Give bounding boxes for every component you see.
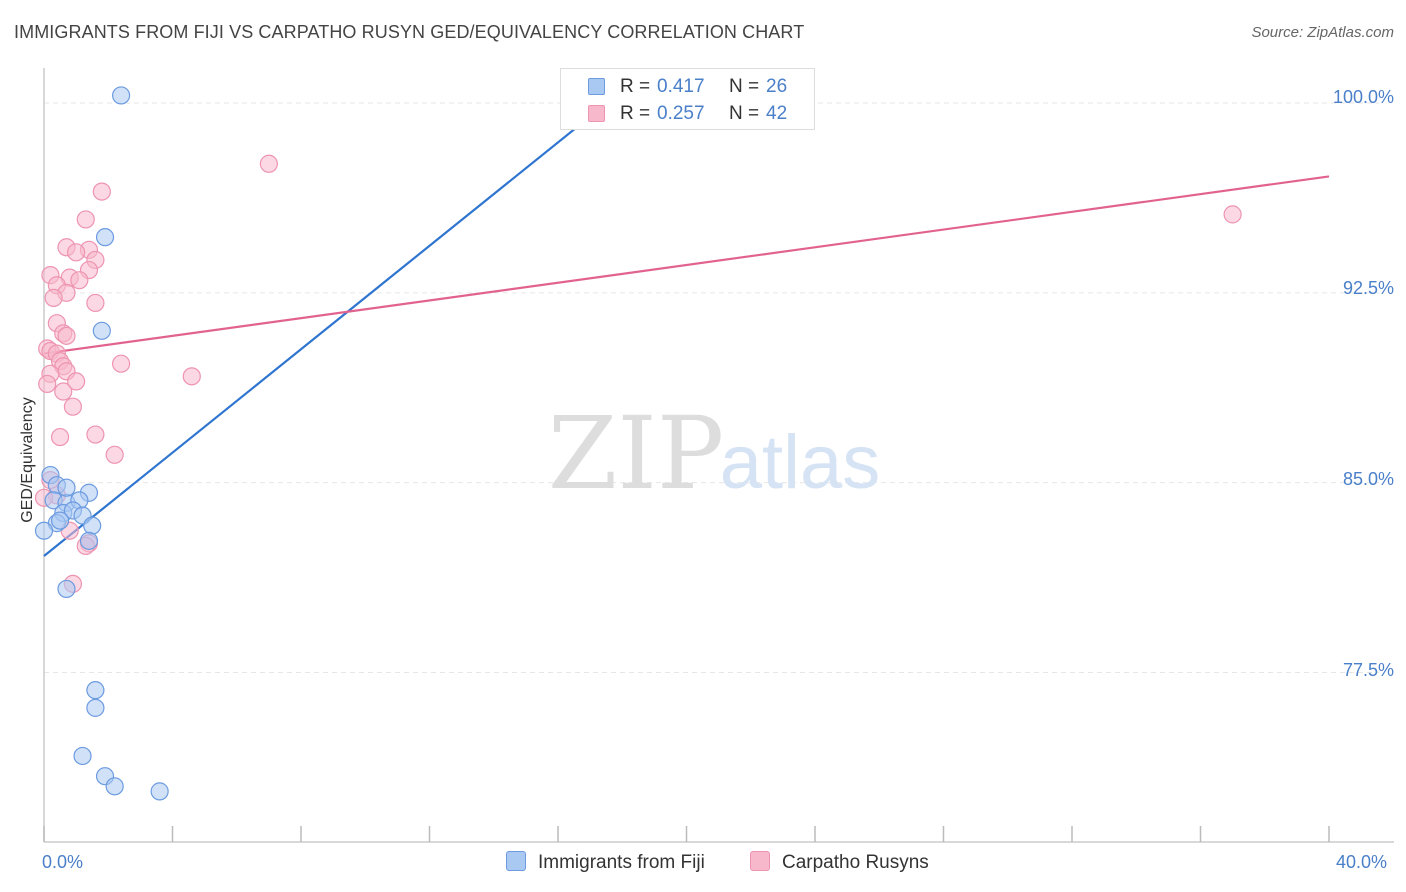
rusyn-point bbox=[70, 271, 89, 290]
watermark-zip: ZIP bbox=[548, 395, 724, 512]
rusyn-point bbox=[1223, 205, 1242, 224]
y-tick-label-100: 100.0% bbox=[1332, 87, 1394, 107]
y-tick-label-85: 85.0% bbox=[1342, 469, 1394, 489]
fiji-point bbox=[150, 782, 169, 801]
rusyn-point bbox=[63, 397, 83, 416]
rusyn-legend-swatch bbox=[750, 851, 770, 871]
trend-lines bbox=[43, 74, 1330, 557]
fiji-point bbox=[92, 321, 111, 340]
fiji-point bbox=[111, 86, 131, 105]
rusyn-point bbox=[38, 374, 57, 394]
rusyn-point bbox=[67, 372, 86, 391]
fiji-n-value: 26 bbox=[766, 76, 788, 97]
fiji-trend-line bbox=[43, 74, 643, 557]
watermark-atlas: atlas bbox=[720, 420, 881, 505]
y-axis-label: GED/Equivalency bbox=[19, 397, 36, 523]
fiji-point bbox=[83, 516, 102, 535]
fiji-n-label: N = bbox=[729, 76, 760, 97]
rusyn-point bbox=[259, 154, 278, 173]
rusyn-r-value: 0.257 bbox=[657, 103, 705, 124]
rusyn-swatch bbox=[588, 105, 605, 122]
rusyn-r-label: R = bbox=[620, 103, 651, 124]
fiji-swatch bbox=[588, 78, 605, 95]
fiji-point bbox=[34, 521, 54, 540]
fiji-r-value: 0.417 bbox=[657, 76, 705, 97]
rusyn-point bbox=[44, 288, 63, 307]
rusyn-point bbox=[54, 382, 73, 401]
rusyn-n-value: 42 bbox=[766, 103, 788, 124]
fiji-point bbox=[57, 478, 76, 497]
stats-legend-fiji: R = 0.417 N = 26 bbox=[561, 73, 814, 101]
fiji-legend-swatch bbox=[506, 851, 526, 871]
fiji-point bbox=[95, 228, 115, 247]
fiji-point bbox=[73, 746, 92, 766]
fiji-point bbox=[79, 531, 99, 550]
legend-label-fiji: Immigrants from Fiji bbox=[538, 852, 705, 873]
rusyn-trend-line bbox=[43, 175, 1330, 355]
x-tick-label-max: 40.0% bbox=[1336, 852, 1388, 872]
chart-title: IMMIGRANTS FROM FIJI VS CARPATHO RUSYN G… bbox=[14, 22, 805, 42]
legend-item-fiji[interactable]: Immigrants from Fiji bbox=[506, 851, 705, 874]
fiji-point bbox=[57, 579, 76, 599]
rusyn-point bbox=[67, 243, 86, 262]
fiji-r-label: R = bbox=[620, 76, 651, 97]
stats-legend-rusyn: R = 0.257 N = 42 bbox=[561, 100, 814, 128]
fiji-point bbox=[50, 511, 70, 530]
rusyn-point bbox=[50, 427, 70, 447]
rusyn-point bbox=[86, 425, 105, 444]
rusyn-point bbox=[105, 445, 124, 464]
gridlines bbox=[44, 102, 1379, 673]
rusyn-n-label: N = bbox=[729, 103, 760, 124]
rusyn-point bbox=[86, 293, 105, 313]
rusyn-point bbox=[92, 182, 111, 201]
legend-label-rusyn: Carpatho Rusyns bbox=[782, 852, 929, 873]
rusyn-point bbox=[182, 367, 201, 386]
axes bbox=[43, 68, 1394, 843]
stats-legend: R = 0.417 N = 26 R = 0.257 N = 42 bbox=[560, 68, 815, 130]
source-label: Source: ZipAtlas.com bbox=[1251, 24, 1394, 41]
fiji-point bbox=[105, 777, 124, 796]
y-tick-label-92-5: 92.5% bbox=[1342, 278, 1394, 298]
rusyn-point bbox=[57, 326, 76, 345]
y-tick-label-77-5: 77.5% bbox=[1342, 660, 1394, 680]
x-tick-label-min: 0.0% bbox=[42, 852, 84, 872]
rusyn-point bbox=[76, 210, 95, 229]
fiji-point bbox=[86, 681, 105, 700]
rusyn-point bbox=[111, 354, 131, 373]
fiji-point bbox=[86, 698, 105, 717]
legend-item-rusyn[interactable]: Carpatho Rusyns bbox=[750, 851, 929, 874]
data-points bbox=[34, 86, 1242, 801]
